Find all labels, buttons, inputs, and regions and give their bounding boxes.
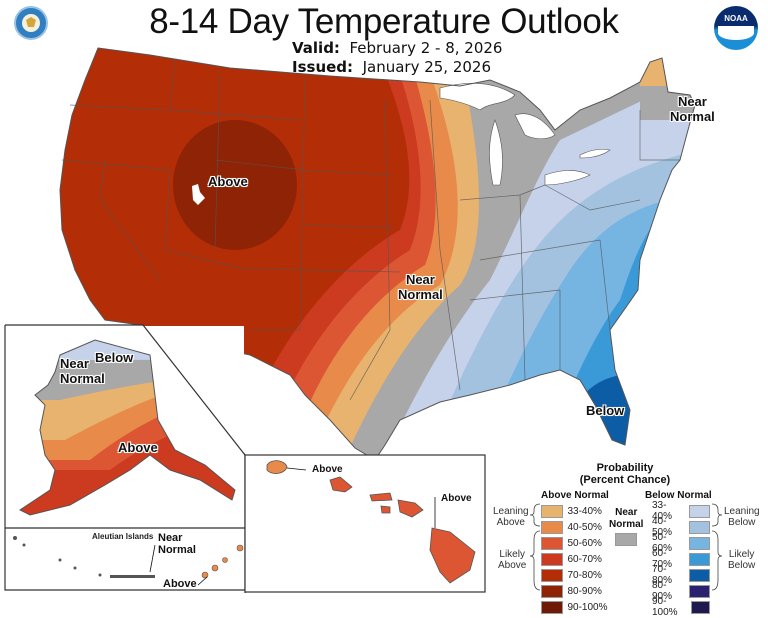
label-line: Near	[677, 94, 707, 109]
legend-row-label: 90-100%	[652, 596, 678, 618]
legend-row-label: 40-50%	[652, 516, 673, 538]
label-line: Near	[405, 272, 435, 287]
legend-row: 90-100%	[541, 599, 607, 615]
hawaii-above-label-2: Above	[441, 493, 472, 504]
legend-row-label: 60-70%	[652, 548, 673, 570]
below-normal-header: Below Normal	[645, 490, 712, 501]
legend-row-label: 40-50%	[567, 521, 602, 533]
legend-row-label: 70-80%	[652, 564, 673, 586]
swatch	[541, 584, 563, 598]
maine-near-normal-label: Near Normal	[670, 94, 715, 124]
label-line: Likely	[499, 549, 525, 560]
legend-row: 60-70%	[541, 551, 607, 567]
page-title: 8-14 Day Temperature Outlook	[149, 2, 619, 41]
below-legend-list: 33-40% 40-50% 50-60% 60-70% 70-80% 80-90…	[652, 500, 710, 618]
alaska-above-label: Above	[118, 440, 158, 455]
near-normal-legend-header: Near Normal	[609, 507, 643, 531]
aleutian-near-normal-label: Near Normal	[158, 532, 196, 556]
conus-near-normal-label: Near Normal	[398, 272, 443, 302]
legend-row-label: 33-40%	[652, 500, 673, 522]
legend-row: 60-70%	[652, 548, 710, 570]
legend-row-label: 60-70%	[567, 553, 602, 565]
legend-row: 50-60%	[541, 535, 607, 551]
legend-row: 80-90%	[541, 583, 607, 599]
near-normal-swatch	[615, 533, 637, 546]
legend-row: 70-80%	[541, 567, 607, 583]
swatch	[541, 568, 563, 582]
label-line: Near	[615, 507, 638, 518]
legend-row: 40-50%	[652, 516, 710, 538]
swatch	[541, 600, 563, 614]
doc-seal-icon	[14, 6, 48, 40]
issued-label: Issued:	[292, 58, 354, 76]
swatch	[541, 552, 563, 566]
likely-below-label: Likely Below	[728, 549, 755, 571]
swatch	[689, 520, 710, 534]
label-line: Normal	[609, 519, 644, 530]
legend-row: 50-60%	[652, 532, 710, 554]
label-line: Normal	[398, 287, 443, 302]
label-line: Above	[498, 560, 527, 571]
label-line: Near	[158, 532, 183, 544]
legend-row-label: 90-100%	[567, 601, 608, 613]
aleutian-title: Aleutian Islands	[92, 532, 154, 541]
leaning-above-label: Leaning Above	[493, 506, 529, 528]
legend-row-label: 33-40%	[567, 505, 602, 517]
legend-row: 33-40%	[541, 503, 607, 519]
valid-label: Valid:	[292, 39, 340, 57]
label-line: Near	[60, 356, 89, 371]
label-line: Normal	[158, 544, 196, 556]
legend-row-label: 80-90%	[567, 585, 602, 597]
valid-value: February 2 - 8, 2026	[349, 39, 503, 57]
swatch	[541, 504, 563, 518]
label-line: Leaning	[493, 506, 529, 517]
noaa-text: NOAA	[724, 14, 748, 23]
outlook-map	[4, 47, 723, 593]
issued-value: January 25, 2026	[362, 58, 492, 76]
likely-above-label: Likely Above	[498, 549, 526, 571]
label-line: Below	[728, 517, 756, 528]
above-normal-header: Above Normal	[541, 490, 609, 501]
legend-title-line: Probability	[596, 462, 654, 474]
alaska-below-label: Below	[95, 350, 134, 365]
legend-title-line: (Percent Chance)	[579, 474, 671, 486]
leaning-below-label: Leaning Below	[724, 506, 760, 528]
legend-row: 70-80%	[652, 564, 710, 586]
legend-row-label: 50-60%	[652, 532, 673, 554]
legend-row: 33-40%	[652, 500, 710, 522]
florida-below-label: Below	[586, 403, 625, 418]
swatch	[689, 536, 710, 550]
label-line: Above	[496, 517, 525, 528]
hawaii-above-label-1: Above	[312, 464, 343, 475]
swatch	[689, 568, 710, 582]
legend-row-label: 70-80%	[567, 569, 602, 581]
swatch	[689, 552, 710, 566]
label-line: Normal	[60, 371, 105, 386]
conus-above-label: Above	[208, 174, 248, 189]
swatch	[541, 520, 563, 534]
issued-line: Issued: January 25, 2026	[292, 58, 491, 76]
label-line: Below	[728, 560, 756, 571]
alaska-near-normal-label: Near Normal	[60, 356, 105, 386]
swatch	[689, 504, 710, 518]
above-legend-list: 33-40% 40-50% 50-60% 60-70% 70-80% 80-90…	[541, 503, 607, 615]
swatch	[689, 584, 710, 598]
valid-line: Valid: February 2 - 8, 2026	[292, 39, 502, 57]
noaa-logo-icon: NOAA	[714, 6, 758, 50]
label-line: Normal	[670, 109, 715, 124]
aleutian-above-label: Above	[163, 578, 197, 590]
swatch	[541, 536, 563, 550]
label-line: Leaning	[724, 506, 760, 517]
legend-row-label: 50-60%	[567, 537, 602, 549]
label-line: Likely	[728, 549, 755, 560]
legend-row: 40-50%	[541, 519, 607, 535]
legend-row: 90-100%	[652, 596, 710, 618]
swatch	[690, 600, 710, 614]
legend-title: Probability (Percent Chance)	[560, 462, 690, 486]
